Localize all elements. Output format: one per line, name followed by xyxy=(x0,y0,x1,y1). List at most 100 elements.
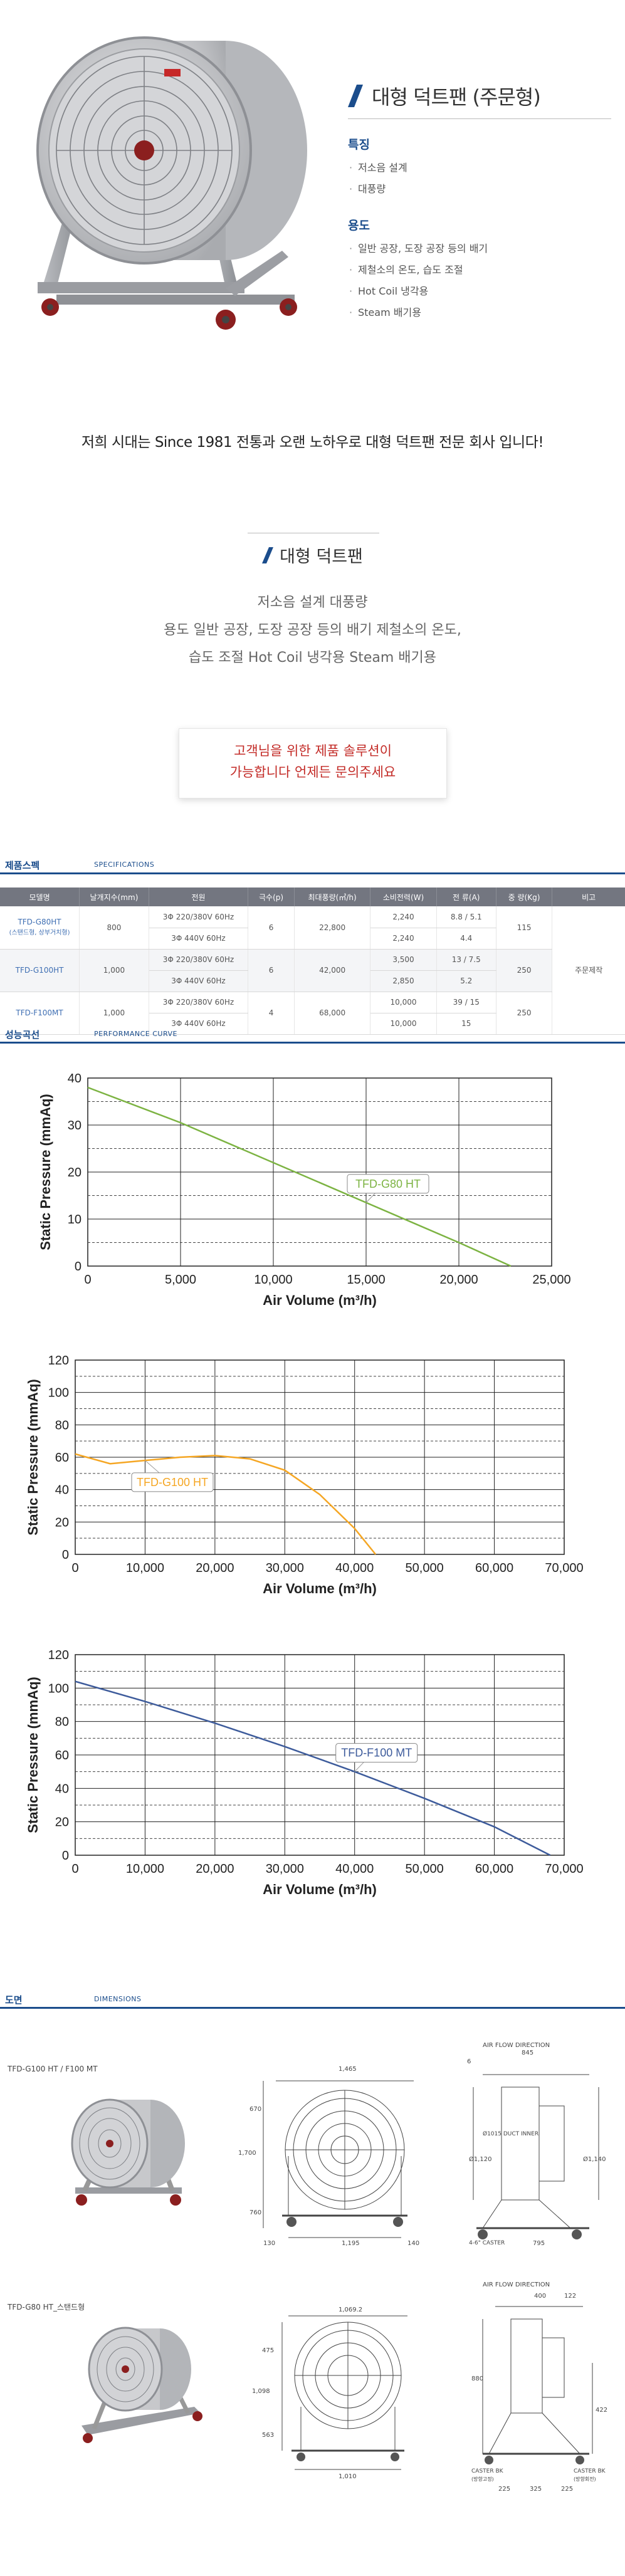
x-tick-label: 10,000 xyxy=(254,1273,292,1287)
series-label: TFD-G100 HT xyxy=(137,1476,208,1489)
dim-model-label: TFD-G100 HT / F100 MT xyxy=(8,2065,98,2073)
spec-section-header: 제품스펙 SPECIFICATIONS xyxy=(0,859,625,874)
dim-value: 1,465 xyxy=(339,2066,357,2073)
dim-value: Ø1,120 xyxy=(469,2156,492,2163)
series-label-box xyxy=(347,1174,429,1194)
y-tick-label: 80 xyxy=(55,1418,69,1432)
col-header: 소비전력(W) xyxy=(370,887,437,906)
y-tick-label: 80 xyxy=(55,1715,69,1729)
amps-cell: 5.2 xyxy=(436,970,496,992)
x-tick-label: 10,000 xyxy=(126,1862,164,1876)
watts-cell: 10,000 xyxy=(370,992,437,1013)
blade-cell: 1,000 xyxy=(79,992,149,1035)
dim-value: 845 xyxy=(522,2050,534,2056)
weight-cell: 250 xyxy=(496,992,553,1035)
power-cell: 3Φ 440V 60Hz xyxy=(149,1013,249,1035)
section-subtitle: SPECIFICATIONS xyxy=(94,861,155,869)
hero-title-row: 대형 덕트팬 (주문형) xyxy=(348,84,611,119)
section-subtitle: DIMENSIONS xyxy=(94,1995,142,2003)
x-tick-label: 10,000 xyxy=(126,1561,164,1575)
dim-value: 400 xyxy=(534,2293,547,2300)
dim-value: 1,195 xyxy=(342,2240,360,2247)
airflow-cell: 22,800 xyxy=(294,906,371,950)
dim-value: 670 xyxy=(249,2106,262,2113)
y-tick-label: 40 xyxy=(68,1072,81,1086)
dim-value: 1,069.2 xyxy=(339,2306,363,2313)
section-title: 도면 xyxy=(5,1994,23,2006)
series-label-box xyxy=(131,1472,214,1492)
weight-cell: 250 xyxy=(496,949,553,992)
col-header: 날개지수(mm) xyxy=(79,887,149,906)
col-header: 전 류(A) xyxy=(436,887,496,906)
series-line xyxy=(87,1086,512,1267)
col-header: 모델명 xyxy=(0,887,80,906)
hero-title: 대형 덕트팬 (주문형) xyxy=(372,85,541,109)
weight-cell: 115 xyxy=(496,906,553,950)
airflow-label: AIR FLOW DIRECTION xyxy=(483,2042,550,2049)
callout-line: 고객님을 위한 제품 솔루션이 xyxy=(234,743,392,758)
dim-value: (방향회전) xyxy=(574,2476,596,2482)
dim-value: 325 xyxy=(530,2486,542,2493)
features-list: 저소음 설계 대풍량 xyxy=(348,157,611,200)
col-header: 전원 xyxy=(149,887,249,906)
usage-item: 일반 공장, 도장 공장 등의 배기 xyxy=(348,238,611,259)
front-view-drawing-1 xyxy=(263,2080,414,2238)
poles-cell: 6 xyxy=(248,906,295,950)
performance-chart-2: 0 10,000 20,000 30,000 40,000 50,000 60,000 70,… xyxy=(0,1348,625,1630)
section-title: 제품스펙 xyxy=(5,860,40,871)
usage-item: 제철소의 온도, 습도 조절 xyxy=(348,259,611,281)
model-cell: TFD-F100MT xyxy=(0,992,80,1035)
model-cell: TFD-G100HT xyxy=(0,949,80,992)
y-tick-label: 40 xyxy=(55,1484,69,1497)
x-tick-label: 60,000 xyxy=(475,1561,513,1575)
power-cell: 3Φ 440V 60Hz xyxy=(149,928,249,950)
y-tick-label: 0 xyxy=(62,1849,69,1863)
y-tick-label: 20 xyxy=(68,1166,81,1180)
feature-item: 저소음 설계 xyxy=(348,157,611,179)
usage-heading: 용도 xyxy=(348,219,370,233)
chart-svg: 0 5,000 10,000 15,000 20,000 25,000 0 10 20 30 40 A… xyxy=(38,1072,571,1308)
x-tick-label: 0 xyxy=(84,1273,91,1287)
x-tick-label: 0 xyxy=(71,1862,78,1876)
y-tick-label: 0 xyxy=(75,1260,81,1274)
y-tick-label: 100 xyxy=(48,1386,69,1400)
watts-cell: 10,000 xyxy=(370,1013,437,1035)
x-tick-label: 5,000 xyxy=(165,1273,196,1287)
power-cell: 3Φ 220/380V 60Hz xyxy=(149,906,249,928)
x-tick-label: 0 xyxy=(71,1561,78,1575)
side-view-drawing-2 xyxy=(482,2306,593,2464)
dim-value: 1,098 xyxy=(252,2388,270,2395)
dim-value: 1,010 xyxy=(339,2473,357,2480)
slash-icon xyxy=(348,84,363,107)
table-row: TFD-G100HT 1,000 3Φ 220/380V 60Hz 6 42,0… xyxy=(0,949,625,992)
intro-title: 대형 덕트팬 xyxy=(0,543,625,567)
watts-cell: 2,850 xyxy=(370,970,437,992)
x-axis-label: Air Volume (m³/h) xyxy=(263,1581,377,1596)
col-header: 중 량(Kg) xyxy=(496,887,553,906)
y-axis-label: Static Pressure (mmAq) xyxy=(25,1379,41,1535)
dim-model-label: TFD-G80 HT_스탠드형 xyxy=(8,2303,85,2312)
feature-item: 대풍량 xyxy=(348,179,611,200)
duct-fan-photo xyxy=(36,36,307,330)
side-view-drawing-1 xyxy=(473,2074,599,2239)
x-tick-label: 60,000 xyxy=(475,1862,513,1876)
y-tick-label: 30 xyxy=(68,1119,81,1133)
spec-header-row: 모델명 날개지수(mm) 전원 극수(p) 최대풍량(㎥/h) 소비전력(W) … xyxy=(0,887,625,906)
watts-cell: 3,500 xyxy=(370,949,437,971)
y-tick-label: 120 xyxy=(48,1648,69,1662)
col-header: 극수(p) xyxy=(248,887,295,906)
y-tick-label: 20 xyxy=(55,1516,69,1529)
dim-section-header: 도면 DIMENSIONS xyxy=(0,1993,625,2009)
amps-cell: 8.8 / 5.1 xyxy=(436,906,496,928)
features-heading: 특징 xyxy=(348,138,370,152)
dim-value: 880 xyxy=(471,2375,484,2382)
dim-value: 422 xyxy=(596,2407,608,2414)
y-tick-label: 10 xyxy=(68,1213,81,1227)
intro-line: 저소음 설계 대풍량 xyxy=(257,595,368,610)
x-tick-label: 40,000 xyxy=(335,1862,374,1876)
hero-info: 대형 덕트팬 (주문형) 특징 저소음 설계 대풍량 용도 일반 공장, 도장 … xyxy=(348,84,611,323)
dim-value: 140 xyxy=(407,2240,420,2247)
table-row: 3Φ 440V 60Hz 10,000 15 xyxy=(0,1013,625,1035)
y-tick-label: 60 xyxy=(55,1451,69,1465)
y-tick-label: 20 xyxy=(55,1816,69,1830)
